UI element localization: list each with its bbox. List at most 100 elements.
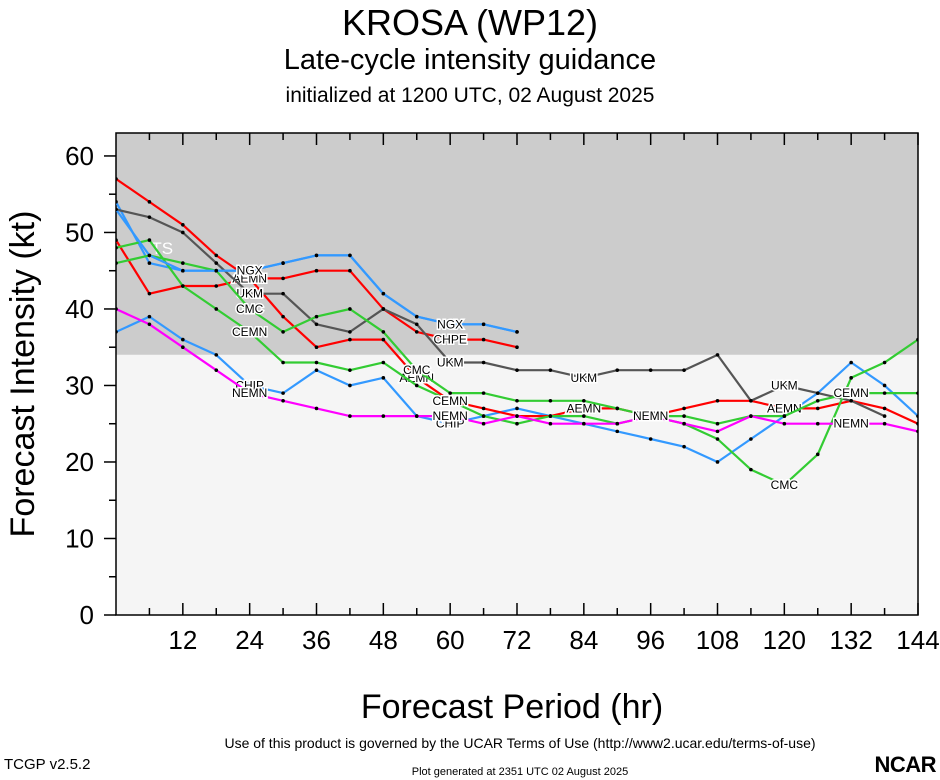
data-point bbox=[214, 261, 219, 265]
data-point bbox=[281, 261, 285, 265]
data-point bbox=[481, 406, 486, 411]
ts-label: TS bbox=[151, 239, 173, 258]
data-point bbox=[214, 353, 219, 357]
data-point bbox=[582, 398, 586, 403]
x-tick-label: 72 bbox=[503, 625, 532, 655]
data-point bbox=[515, 368, 519, 372]
x-tick-label: 84 bbox=[569, 625, 598, 655]
data-point bbox=[247, 391, 252, 395]
y-tick-label: 0 bbox=[80, 600, 94, 630]
data-point bbox=[782, 421, 787, 426]
data-point bbox=[615, 421, 620, 426]
series-label-nemn: NEMN bbox=[232, 386, 267, 400]
data-point bbox=[414, 322, 419, 327]
data-point bbox=[147, 238, 152, 242]
data-point bbox=[314, 345, 319, 350]
data-point bbox=[247, 307, 252, 311]
data-point bbox=[548, 368, 553, 372]
data-point bbox=[116, 200, 118, 204]
data-point bbox=[116, 261, 118, 265]
data-point bbox=[448, 391, 452, 395]
data-point bbox=[515, 406, 519, 411]
data-point bbox=[582, 414, 586, 418]
data-point bbox=[414, 383, 419, 388]
data-point bbox=[882, 383, 887, 388]
data-point bbox=[882, 391, 887, 395]
data-point bbox=[515, 330, 519, 334]
y-tick-label: 50 bbox=[65, 217, 94, 247]
data-point bbox=[247, 276, 252, 281]
data-point bbox=[348, 253, 352, 258]
x-tick-label: 60 bbox=[436, 625, 465, 655]
data-point bbox=[849, 360, 853, 365]
series-label-nemn: NEMN bbox=[633, 409, 668, 423]
data-point bbox=[715, 460, 720, 464]
data-point bbox=[181, 230, 185, 235]
data-point bbox=[414, 414, 419, 418]
data-point bbox=[448, 322, 452, 327]
data-point bbox=[214, 368, 219, 372]
data-point bbox=[281, 330, 285, 334]
data-point bbox=[314, 268, 319, 273]
data-point bbox=[648, 437, 653, 441]
data-point bbox=[281, 391, 285, 395]
data-point bbox=[782, 383, 787, 388]
data-point bbox=[381, 376, 386, 380]
ts-region bbox=[116, 133, 918, 355]
data-point bbox=[682, 414, 686, 418]
data-point bbox=[181, 337, 185, 342]
data-point bbox=[481, 322, 486, 327]
ncar-logo: NCAR bbox=[874, 752, 936, 777]
data-point bbox=[515, 398, 519, 403]
data-point bbox=[715, 437, 720, 441]
data-point bbox=[682, 406, 686, 411]
data-point bbox=[147, 200, 152, 204]
data-point bbox=[548, 421, 553, 426]
y-tick-label: 40 bbox=[65, 294, 94, 324]
data-point bbox=[147, 314, 152, 319]
data-point bbox=[882, 414, 887, 418]
data-point bbox=[381, 330, 386, 334]
data-point bbox=[815, 452, 820, 457]
data-point bbox=[515, 414, 519, 418]
data-point bbox=[648, 414, 653, 418]
series-label-nemn: NEMN bbox=[833, 417, 868, 431]
series-label-aemn: AEMN bbox=[232, 271, 267, 285]
series-label-cemn: CEMN bbox=[432, 394, 467, 408]
data-point bbox=[214, 284, 219, 288]
data-point bbox=[582, 376, 586, 380]
data-point bbox=[782, 483, 787, 487]
data-point bbox=[916, 429, 918, 434]
data-point bbox=[916, 421, 918, 426]
chart-subtitle: Late-cycle intensity guidance bbox=[283, 44, 657, 76]
data-point bbox=[615, 429, 620, 434]
data-point bbox=[381, 414, 386, 418]
x-tick-label: 96 bbox=[636, 625, 665, 655]
series-label-aemn: AEMN bbox=[566, 401, 601, 415]
data-point bbox=[916, 337, 918, 342]
data-point bbox=[116, 238, 118, 242]
x-tick-label: 120 bbox=[763, 625, 806, 655]
data-point bbox=[815, 406, 820, 411]
data-point bbox=[882, 406, 887, 411]
y-axis-label: Forecast Intensity (kt) bbox=[4, 211, 42, 538]
data-point bbox=[147, 253, 152, 258]
data-point bbox=[448, 398, 452, 403]
y-tick-label: 30 bbox=[65, 370, 94, 400]
data-point bbox=[882, 421, 887, 426]
data-point bbox=[247, 383, 252, 388]
data-point bbox=[181, 223, 185, 227]
series-label-ngx: NGX bbox=[437, 317, 463, 331]
data-point bbox=[414, 368, 419, 372]
data-point bbox=[414, 314, 419, 319]
data-point bbox=[715, 398, 720, 403]
data-point bbox=[749, 414, 753, 418]
data-point bbox=[448, 337, 452, 342]
data-point bbox=[281, 398, 285, 403]
x-tick-label: 132 bbox=[829, 625, 872, 655]
series-label-cemn: CEMN bbox=[833, 386, 868, 400]
data-point bbox=[749, 398, 753, 403]
data-point bbox=[381, 337, 386, 342]
data-point bbox=[515, 421, 519, 426]
data-point bbox=[247, 330, 252, 334]
